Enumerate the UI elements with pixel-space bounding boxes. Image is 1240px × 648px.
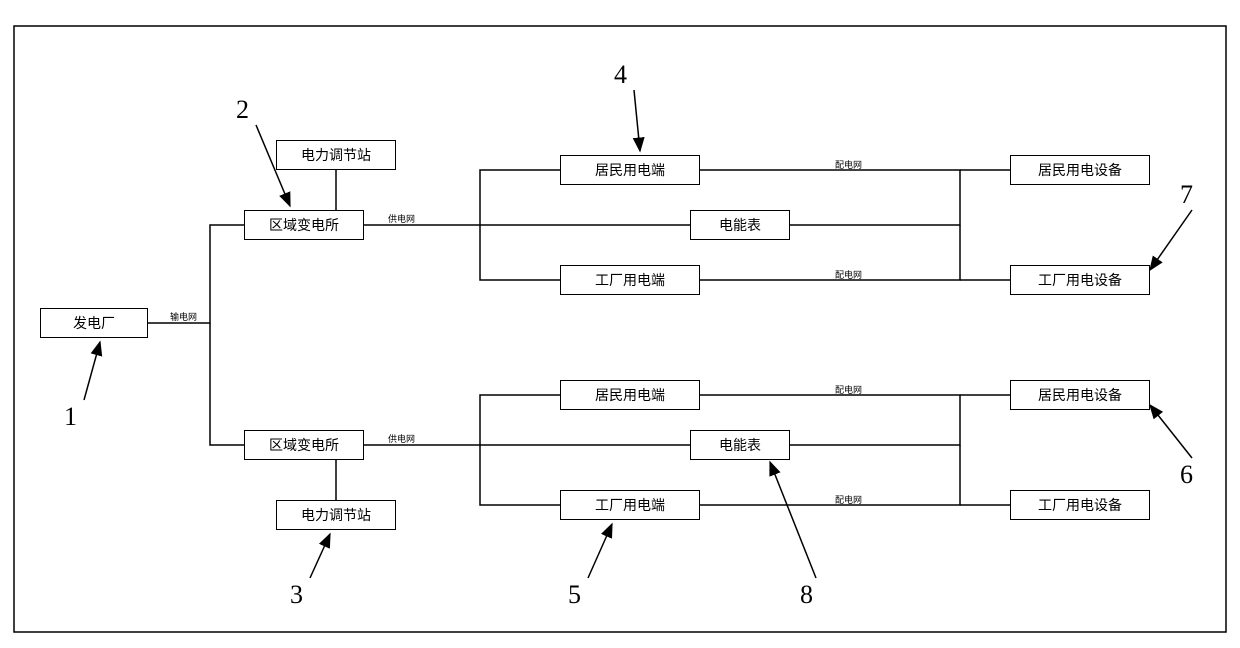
node-fac-device-top: 工厂用电设备 — [1010, 265, 1150, 295]
edge-label-dist-tb: 配电网 — [835, 268, 862, 281]
node-res-terminal-top: 居民用电端 — [560, 155, 700, 185]
node-regulator-top: 电力调节站 — [276, 140, 396, 170]
node-fac-terminal-top: 工厂用电端 — [560, 265, 700, 295]
node-meter-bot: 电能表 — [690, 430, 790, 460]
node-regulator-bot: 电力调节站 — [276, 500, 396, 530]
node-res-device-bot: 居民用电设备 — [1010, 380, 1150, 410]
edge-label-dist-tt: 配电网 — [835, 158, 862, 171]
label: 居民用电端 — [595, 385, 665, 405]
label: 工厂用电设备 — [1038, 495, 1122, 515]
label: 电力调节站 — [301, 145, 371, 165]
callout-3: 3 — [290, 580, 303, 610]
callout-5: 5 — [568, 580, 581, 610]
label: 居民用电设备 — [1038, 160, 1122, 180]
label: 居民用电设备 — [1038, 385, 1122, 405]
label: 电力调节站 — [301, 505, 371, 525]
diagram-canvas: 发电厂 区域变电所 区域变电所 电力调节站 电力调节站 居民用电端 电能表 工厂… — [0, 0, 1240, 648]
node-res-device-top: 居民用电设备 — [1010, 155, 1150, 185]
label: 工厂用电设备 — [1038, 270, 1122, 290]
label: 发电厂 — [73, 313, 115, 333]
edge-label-dist-bb: 配电网 — [835, 493, 862, 506]
callout-8: 8 — [800, 580, 813, 610]
node-res-terminal-bot: 居民用电端 — [560, 380, 700, 410]
label: 电能表 — [719, 215, 761, 235]
callout-4: 4 — [614, 60, 627, 90]
edge-label-sup-top: 供电网 — [388, 212, 415, 225]
label: 工厂用电端 — [595, 495, 665, 515]
edge-label-dist-bt: 配电网 — [835, 383, 862, 396]
label: 区域变电所 — [269, 435, 339, 455]
label: 工厂用电端 — [595, 270, 665, 290]
node-substation-top: 区域变电所 — [244, 210, 364, 240]
node-fac-terminal-bot: 工厂用电端 — [560, 490, 700, 520]
callout-2: 2 — [236, 95, 249, 125]
connections-layer — [0, 0, 1240, 648]
edge-label-sup-bot: 供电网 — [388, 432, 415, 445]
label: 电能表 — [719, 435, 761, 455]
node-substation-bot: 区域变电所 — [244, 430, 364, 460]
edge-label-tx: 输电网 — [170, 310, 197, 323]
label: 居民用电端 — [595, 160, 665, 180]
node-power-plant: 发电厂 — [40, 308, 148, 338]
node-fac-device-bot: 工厂用电设备 — [1010, 490, 1150, 520]
callout-7: 7 — [1180, 180, 1193, 210]
callout-6: 6 — [1180, 460, 1193, 490]
node-meter-top: 电能表 — [690, 210, 790, 240]
label: 区域变电所 — [269, 215, 339, 235]
callout-1: 1 — [64, 402, 77, 432]
